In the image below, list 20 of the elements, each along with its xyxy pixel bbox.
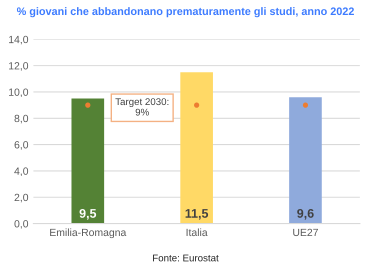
bar bbox=[71, 98, 104, 224]
y-tick-label: 12,0 bbox=[9, 62, 28, 71]
x-tick-label: UE27 bbox=[293, 228, 318, 236]
y-tick-label: 10,0 bbox=[9, 88, 28, 98]
y-tick-label: 8,0 bbox=[14, 114, 28, 124]
y-tick-label: 2,0 bbox=[14, 194, 28, 202]
y-tick-label: 6,0 bbox=[14, 141, 28, 150]
y-tick-label: 14,0 bbox=[9, 36, 28, 44]
x-tick-label: Emilia-Romagna bbox=[50, 228, 126, 238]
bar bbox=[180, 72, 213, 224]
annotation: Target 2030: 9% bbox=[115, 98, 168, 116]
data-label: 9,6 bbox=[297, 208, 314, 220]
data-label: 11,5 bbox=[186, 209, 208, 220]
source-note: Fonte: Eurostat bbox=[153, 254, 219, 262]
y-tick-label: 4,0 bbox=[14, 167, 28, 176]
x-tick-label: Italia bbox=[186, 228, 208, 236]
bar bbox=[289, 97, 322, 224]
chart-title: % giovani che abbandonano prematuramente gli studi, anno 2022 bbox=[16, 7, 354, 18]
y-tick-label: 0,0 bbox=[14, 220, 28, 229]
data-label: 9,5 bbox=[80, 208, 96, 220]
